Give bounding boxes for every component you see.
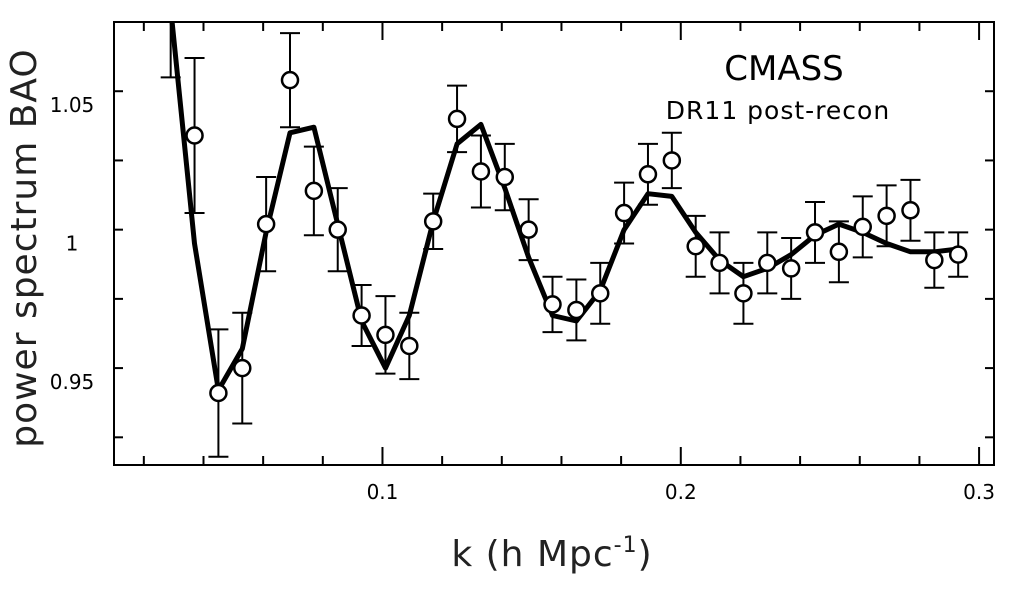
data-point xyxy=(185,126,204,145)
data-point xyxy=(209,383,228,403)
data-point xyxy=(495,167,515,187)
x-tick-label: 0.1 xyxy=(367,480,399,504)
data-point xyxy=(256,214,276,234)
y-axis-label: power spectrum BAO xyxy=(4,48,45,448)
y-tick-label: 0.95 xyxy=(50,370,95,394)
data-point xyxy=(781,259,801,278)
axes-frame xyxy=(113,21,995,466)
data-point xyxy=(352,306,371,325)
data-point xyxy=(710,253,729,273)
data-point xyxy=(590,284,610,303)
axis-ticks xyxy=(114,21,994,465)
data-point xyxy=(376,325,395,345)
x-axis-label: k (h Mpc-1) xyxy=(451,533,652,575)
x-axis-label-superscript: -1 xyxy=(614,533,638,558)
data-point xyxy=(304,181,324,201)
data-point xyxy=(877,206,896,226)
data-point xyxy=(519,220,538,239)
data-point xyxy=(614,203,634,223)
data-point xyxy=(471,162,491,181)
data-point xyxy=(853,217,872,237)
data-point xyxy=(734,284,753,303)
data-point xyxy=(925,250,944,270)
data-point xyxy=(805,223,825,242)
y-tick-label: 1.05 xyxy=(50,93,95,117)
y-tick-label: 1 xyxy=(66,232,79,256)
x-tick-labels: 0.1 0.2 0.3 xyxy=(367,480,995,504)
model-line xyxy=(169,22,959,393)
plot-area xyxy=(160,22,969,458)
annotation-dr11: DR11 post-recon xyxy=(666,96,890,125)
data-point xyxy=(758,253,777,273)
y-tick-labels: 0.95 1 1.05 xyxy=(50,93,95,394)
data-point xyxy=(948,245,968,264)
data-point xyxy=(447,109,467,129)
data-point xyxy=(400,336,419,356)
data-point xyxy=(662,151,682,170)
data-point xyxy=(567,300,586,320)
x-tick-label: 0.2 xyxy=(665,480,697,504)
data-point xyxy=(543,295,562,314)
x-axis-label-main: k (h Mpc xyxy=(451,534,613,575)
data-point xyxy=(280,70,300,90)
data-point xyxy=(686,237,705,256)
data-point xyxy=(829,242,849,262)
data-point xyxy=(328,220,347,239)
data-point xyxy=(638,165,658,184)
plot-border xyxy=(113,21,995,466)
data-point xyxy=(233,358,252,378)
data-point xyxy=(901,201,920,220)
x-axis-label-close: ) xyxy=(638,534,653,575)
x-tick-label: 0.3 xyxy=(963,480,995,504)
data-point xyxy=(423,212,443,231)
annotation-cmass: CMASS xyxy=(724,49,844,89)
data-points xyxy=(185,70,968,403)
